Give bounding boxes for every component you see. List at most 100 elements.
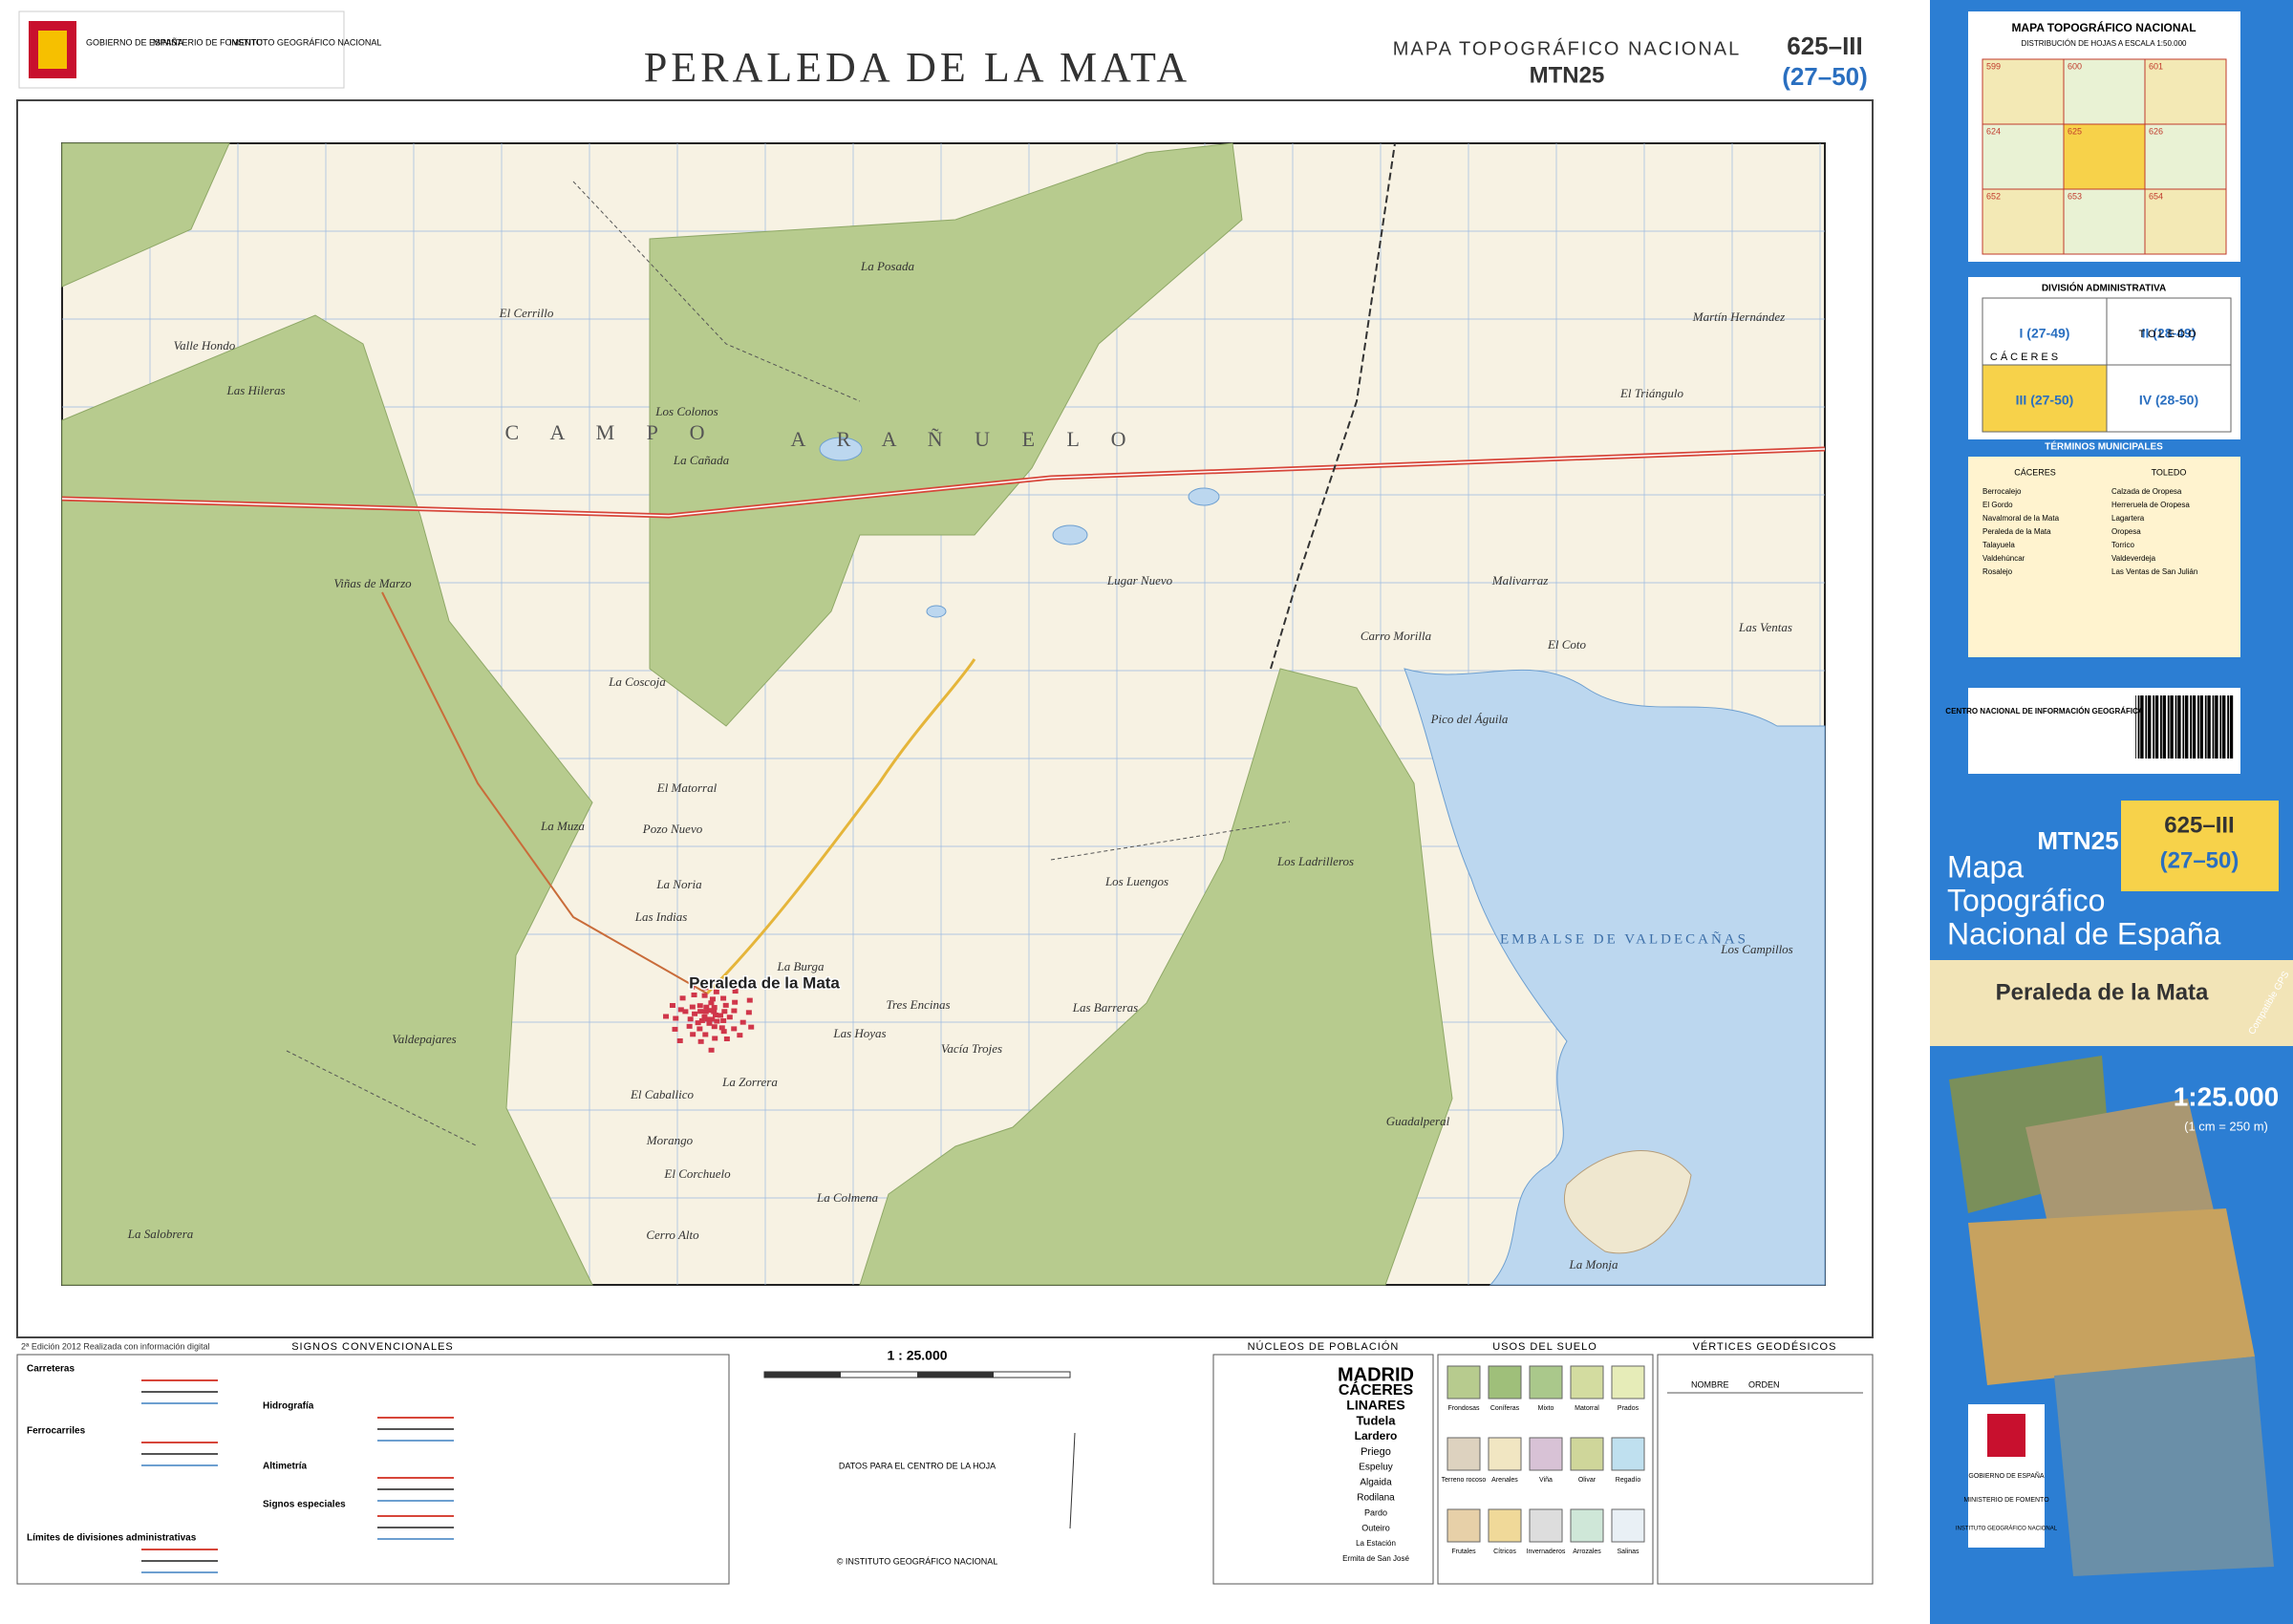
- land-use-label: Matorral: [1575, 1405, 1599, 1412]
- coat-of-arms: [1987, 1414, 2025, 1457]
- barcode-bar: [2229, 695, 2233, 759]
- series: MAPA TOPOGRÁFICO NACIONAL: [1393, 37, 1742, 59]
- product-line: Mapa: [1947, 849, 2024, 884]
- building: [696, 1026, 703, 1032]
- building: [718, 1025, 725, 1031]
- relief-image: [1968, 1208, 2255, 1385]
- population-sample: Outeiro: [1361, 1523, 1390, 1532]
- place-label: La Coscoja: [608, 674, 666, 689]
- legend-title: NÚCLEOS DE POBLACIÓN: [1248, 1340, 1400, 1353]
- municipality: Torrico: [2111, 541, 2135, 549]
- building: [720, 995, 727, 1001]
- coat-of-arms-inner: [38, 31, 67, 69]
- barcode-bar: [2162, 695, 2166, 759]
- building: [679, 995, 686, 1001]
- sheet-grid: (27–50): [2160, 847, 2239, 873]
- table-header: NOMBRE: [1691, 1379, 1729, 1389]
- barcode-bar: [2165, 695, 2166, 759]
- barcode-bar: [2175, 695, 2177, 759]
- building: [695, 1020, 701, 1026]
- place-label: Valle Hondo: [174, 338, 236, 353]
- index-sheet-label: 624: [1986, 126, 2001, 136]
- photo: [2054, 1357, 2274, 1576]
- barcode-bar: [2173, 695, 2174, 759]
- building: [739, 1019, 746, 1025]
- municipality: Calzada de Oropesa: [2111, 487, 2182, 496]
- place-label: La Monja: [1569, 1257, 1618, 1271]
- logo-text: INSTITUTO GEOGRÁFICO NACIONAL: [1956, 1526, 2058, 1532]
- barcode-bar: [2227, 695, 2229, 759]
- place-label: Las Indias: [634, 909, 688, 924]
- building: [702, 1032, 709, 1037]
- building: [731, 1026, 738, 1032]
- place-label: Las Hileras: [225, 383, 285, 397]
- index-sheet-label: 600: [2068, 61, 2082, 71]
- building: [696, 1003, 703, 1009]
- building: [697, 1038, 704, 1044]
- building: [701, 993, 708, 998]
- pond: [926, 605, 947, 618]
- barcode-bar: [2222, 695, 2225, 759]
- barcode-bar: [2212, 695, 2215, 759]
- building: [673, 1015, 679, 1021]
- building: [720, 1017, 727, 1023]
- building: [691, 992, 697, 997]
- place-label: Viñas de Marzo: [333, 576, 412, 590]
- legend-section: Carreteras: [27, 1364, 75, 1375]
- forest: [859, 668, 1453, 1286]
- land-use-label: Frutales: [1451, 1549, 1476, 1555]
- barcode-bar: [2192, 695, 2196, 759]
- road: [381, 591, 708, 994]
- place-label: Pico del Águila: [1430, 712, 1509, 726]
- population-sample: Algaida: [1360, 1478, 1392, 1488]
- logo-text: INSTITUTO GEOGRÁFICO NACIONAL: [229, 37, 381, 47]
- building: [708, 1000, 715, 1006]
- legend-section: Hidrografía: [263, 1401, 314, 1412]
- building: [709, 1016, 716, 1022]
- population-sample: Tudela: [1357, 1413, 1397, 1427]
- place-label: Martín Hernández: [1692, 310, 1785, 324]
- place-label: Malivarraz: [1491, 573, 1549, 588]
- legend-section: Signos especiales: [263, 1500, 346, 1510]
- population-sample: Priego: [1361, 1446, 1391, 1458]
- place-label: La Burga: [777, 959, 825, 973]
- north-arrow: [1069, 1432, 1076, 1529]
- reservoir-label: EMBALSE DE VALDECAÑAS: [1500, 931, 1748, 947]
- barcode-bar: [2170, 695, 2174, 759]
- municipality: Las Ventas de San Julián: [2111, 567, 2197, 576]
- place-label: Lugar Nuevo: [1106, 573, 1173, 588]
- place-label: Guadalperal: [1386, 1114, 1450, 1128]
- index-subtitle: DISTRIBUCIÓN DE HOJAS A ESCALA 1:50.000: [2022, 39, 2188, 48]
- sheet-name: Peraleda de la Mata: [1996, 979, 2209, 1005]
- barcode-bar: [2177, 695, 2180, 759]
- building: [663, 1014, 670, 1019]
- barcode-bar: [2199, 695, 2203, 759]
- barcode-bar: [2190, 695, 2192, 759]
- sheet-grid: (27–50): [1782, 62, 1868, 91]
- index-sheet: [1982, 188, 2065, 255]
- municipality: Oropesa: [2111, 527, 2141, 536]
- building: [709, 996, 716, 1002]
- barcode-bar: [2150, 695, 2152, 759]
- land-use-label: Viña: [1539, 1477, 1553, 1484]
- building: [689, 1004, 696, 1010]
- forest: [649, 142, 1243, 727]
- logo-text: GOBIERNO DE ESPAÑA: [86, 37, 183, 47]
- population-sample: Lardero: [1355, 1429, 1398, 1442]
- barcode-bar: [2142, 695, 2144, 759]
- index-sheet: [2063, 123, 2146, 190]
- building: [686, 1023, 693, 1029]
- index-sheet-label: 653: [2068, 191, 2082, 201]
- quadrant-label: III (27-50): [2016, 393, 2074, 408]
- scale: 1:25.000: [2174, 1081, 2280, 1111]
- land-use-swatch: [1488, 1508, 1522, 1543]
- building: [745, 1010, 752, 1015]
- title: PERALEDA DE LA MATA: [644, 44, 1190, 91]
- index-sheet: [2144, 58, 2227, 125]
- track: [286, 181, 1291, 1147]
- population-sample: Rodilana: [1357, 1493, 1395, 1504]
- building: [732, 999, 739, 1005]
- land-use-swatch: [1447, 1365, 1481, 1400]
- place-label: La Posada: [860, 259, 914, 273]
- building: [706, 1020, 713, 1026]
